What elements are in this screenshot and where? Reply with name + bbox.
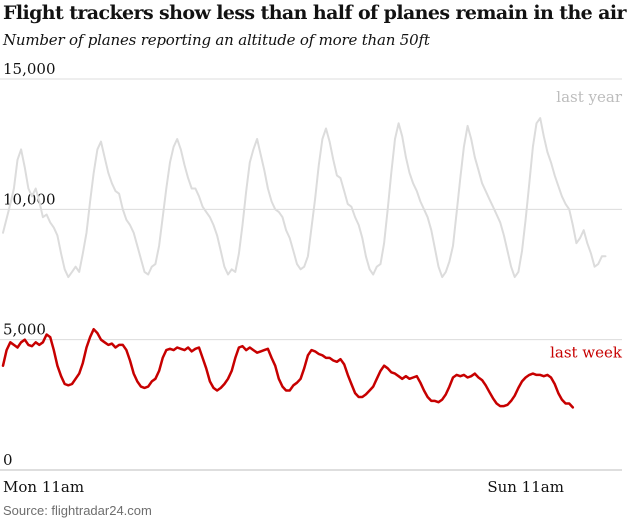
series-label-last-week: last week xyxy=(550,344,623,362)
x-tick-label: Mon 11am xyxy=(3,478,84,496)
gridlines xyxy=(0,78,622,471)
x-axis-labels: Mon 11am Sun 11am xyxy=(3,478,564,496)
chart-title: Flight trackers show less than half of p… xyxy=(3,2,627,24)
line-chart: 0 5,000 10,000 15,000 last year last week Mo… xyxy=(0,60,623,496)
series-line-last-year xyxy=(2,117,607,279)
x-tick-label: Sun 11am xyxy=(487,478,564,496)
y-tick-label: 15,000 xyxy=(3,60,56,78)
series-lines xyxy=(1,117,607,409)
y-tick-label: 10,000 xyxy=(3,190,56,208)
series-line-last-week xyxy=(1,327,575,409)
y-tick-label: 5,000 xyxy=(3,321,46,339)
chart-subtitle: Number of planes reporting an altitude o… xyxy=(3,31,430,49)
y-axis-labels: 0 5,000 10,000 15,000 xyxy=(3,60,56,469)
series-label-last-year: last year xyxy=(556,88,623,106)
series-labels: last year last week xyxy=(550,88,623,361)
y-tick-label: 0 xyxy=(3,451,13,469)
source-note: Source: flightradar24.com xyxy=(3,503,152,518)
